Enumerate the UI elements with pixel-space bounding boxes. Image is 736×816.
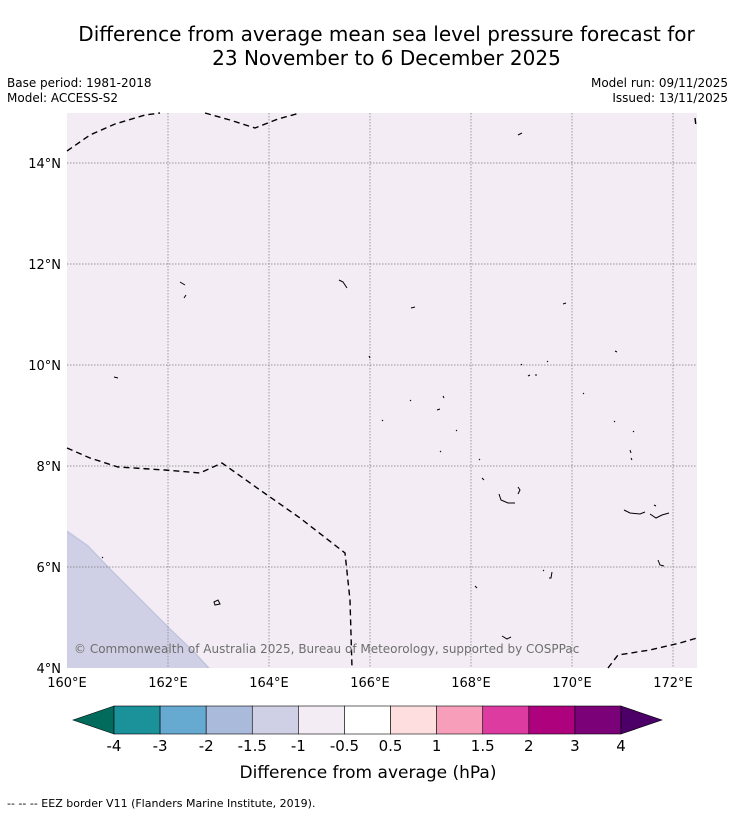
lat-tick-label: 6°N bbox=[37, 561, 62, 576]
lon-tick-label: 160°E bbox=[47, 676, 87, 691]
colorbar-cell bbox=[159, 705, 207, 735]
island bbox=[368, 355, 371, 359]
island bbox=[474, 585, 478, 589]
island bbox=[410, 306, 416, 309]
colorbar-cell bbox=[482, 705, 530, 735]
model-run: Model run: 09/11/2025 bbox=[590, 76, 728, 90]
base-period: Base period: 1981-2018 bbox=[7, 76, 152, 90]
lon-tick-label: 168°E bbox=[451, 676, 491, 691]
lat-tick-label: 8°N bbox=[37, 460, 62, 475]
map-title: Difference from average mean sea level p… bbox=[0, 22, 736, 70]
island bbox=[623, 504, 670, 519]
colorbar-cell bbox=[251, 705, 299, 735]
eez-borders bbox=[66, 112, 698, 669]
lat-tick-label: 12°N bbox=[28, 258, 61, 273]
island bbox=[498, 486, 521, 504]
colorbar-cell bbox=[298, 705, 345, 735]
colorbar-tick-labels: -4 -3 -2 -1.5 -1 -0.5 0.5 1 1.5 2 3 4 bbox=[107, 737, 626, 755]
colorbar-cell bbox=[436, 705, 484, 735]
island bbox=[501, 635, 512, 640]
island bbox=[517, 132, 523, 136]
eez-line-north-east bbox=[694, 117, 697, 127]
island bbox=[614, 350, 618, 353]
meta-right: Model run: 09/11/2025 Issued: 13/11/2025 bbox=[591, 76, 728, 106]
colorbar-tick-label: -3 bbox=[153, 737, 168, 755]
island bbox=[101, 556, 553, 579]
colorbar-tick-label: 1 bbox=[432, 737, 442, 755]
island bbox=[582, 392, 585, 395]
eez-line-south-east bbox=[607, 637, 698, 669]
lat-tick-label: 14°N bbox=[28, 157, 61, 172]
lon-tick-label: 162°E bbox=[148, 676, 188, 691]
island bbox=[657, 559, 665, 567]
colorbar-tick-label: -0.5 bbox=[330, 737, 359, 755]
colorbar-tick-label: 3 bbox=[570, 737, 580, 755]
island bbox=[562, 302, 567, 305]
colorbar-tick-label: 1.5 bbox=[471, 737, 495, 755]
model-name: Model: ACCESS-S2 bbox=[7, 91, 119, 105]
eez-line-central bbox=[66, 447, 353, 669]
eez-legend-note: -- -- -- EEZ border V11 (Flanders Marine… bbox=[7, 797, 316, 810]
lon-tick-label: 164°E bbox=[249, 676, 289, 691]
lon-tick-label: 172°E bbox=[653, 676, 693, 691]
colorbar-tick-label: -1.5 bbox=[238, 737, 267, 755]
colorbar-tick-label: 4 bbox=[616, 737, 626, 755]
colorbar-cell bbox=[113, 705, 161, 735]
lon-tick-label: 166°E bbox=[350, 676, 390, 691]
graticule bbox=[67, 113, 697, 668]
colorbar-tick-label: -1 bbox=[291, 737, 306, 755]
eez-line-north-west bbox=[66, 112, 161, 152]
lat-tick-label: 4°N bbox=[37, 662, 62, 677]
colorbar-title: Difference from average (hPa) bbox=[240, 763, 497, 783]
colorbar-over-arrow bbox=[620, 705, 663, 735]
lon-tick-labels: 160°E 162°E 164°E 166°E 168°E 170°E 172°… bbox=[47, 676, 693, 691]
meta-left: Base period: 1981-2018 Model: ACCESS-S2 bbox=[7, 76, 152, 106]
colorbar-tick-label: 0.5 bbox=[379, 737, 403, 755]
island bbox=[478, 458, 485, 481]
island bbox=[213, 599, 221, 606]
colorbar-cell bbox=[390, 705, 437, 735]
island bbox=[409, 395, 445, 411]
island bbox=[520, 360, 549, 377]
lon-tick-label: 170°E bbox=[552, 676, 592, 691]
title-line-1: Difference from average mean sea level p… bbox=[78, 22, 695, 46]
island bbox=[381, 419, 635, 433]
colorbar-tick-label: -2 bbox=[199, 737, 214, 755]
colorbar-tick-label: 2 bbox=[524, 737, 534, 755]
island bbox=[113, 376, 119, 379]
colorbar-cells bbox=[113, 705, 622, 735]
island bbox=[179, 281, 187, 299]
title-line-2: 23 November to 6 December 2025 bbox=[212, 46, 561, 70]
map-area bbox=[67, 113, 697, 668]
islands bbox=[101, 132, 670, 640]
colorbar: -4 -3 -2 -1.5 -1 -0.5 0.5 1 1.5 2 3 4 Difference fr… bbox=[72, 705, 663, 783]
issued-date: Issued: 13/11/2025 bbox=[612, 91, 728, 105]
colorbar-cell bbox=[574, 705, 622, 735]
lat-tick-labels: 14°N 12°N 10°N 8°N 6°N 4°N bbox=[28, 157, 61, 677]
lat-tick-label: 10°N bbox=[28, 359, 61, 374]
colorbar-under-arrow bbox=[72, 705, 115, 735]
island bbox=[338, 279, 348, 289]
colorbar-cell bbox=[205, 705, 253, 735]
island bbox=[439, 449, 633, 461]
colorbar-cell bbox=[344, 705, 391, 735]
eez-line-north-central bbox=[204, 112, 301, 129]
colorbar-cell bbox=[528, 705, 576, 735]
anomaly-region-edge bbox=[66, 531, 209, 669]
copyright-text: © Commonwealth of Australia 2025, Bureau… bbox=[74, 642, 579, 656]
colorbar-tick-label: -4 bbox=[107, 737, 122, 755]
